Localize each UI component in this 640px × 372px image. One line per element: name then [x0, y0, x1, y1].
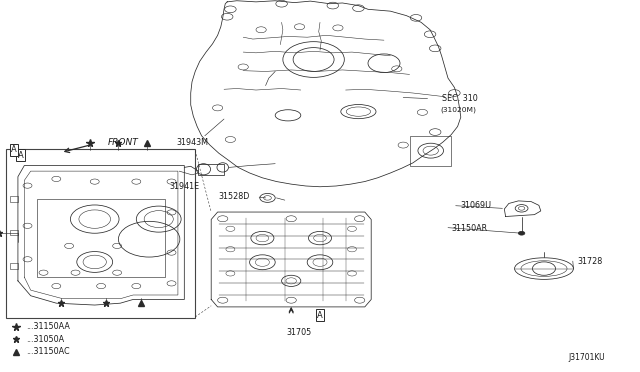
Circle shape [518, 231, 525, 235]
Text: 31728: 31728 [577, 257, 602, 266]
Text: 31705: 31705 [287, 328, 312, 337]
Bar [10, 196, 18, 202]
Text: (31020M): (31020M) [440, 106, 476, 113]
Text: A: A [317, 311, 323, 320]
Text: 31943M: 31943M [176, 138, 208, 147]
Bar [10, 230, 18, 235]
Text: 31069U: 31069U [461, 201, 492, 210]
Text: ...31150AA: ...31150AA [26, 322, 70, 331]
Bar [6, 149, 195, 318]
Text: 31941E: 31941E [169, 182, 200, 191]
Bar [37, 199, 165, 277]
Text: 31150AR: 31150AR [452, 224, 488, 233]
Text: A: A [12, 145, 17, 154]
Text: ...31050A: ...31050A [26, 335, 65, 344]
Text: 31528D: 31528D [218, 192, 250, 201]
Text: ...31150AC: ...31150AC [26, 347, 70, 356]
Text: SEC. 310: SEC. 310 [442, 94, 477, 103]
Text: A: A [18, 151, 23, 160]
Text: FRONT: FRONT [108, 138, 138, 147]
Bar [198, 164, 224, 175]
Bar [410, 136, 451, 166]
Text: J31701KU: J31701KU [568, 353, 605, 362]
Bar [10, 263, 18, 269]
